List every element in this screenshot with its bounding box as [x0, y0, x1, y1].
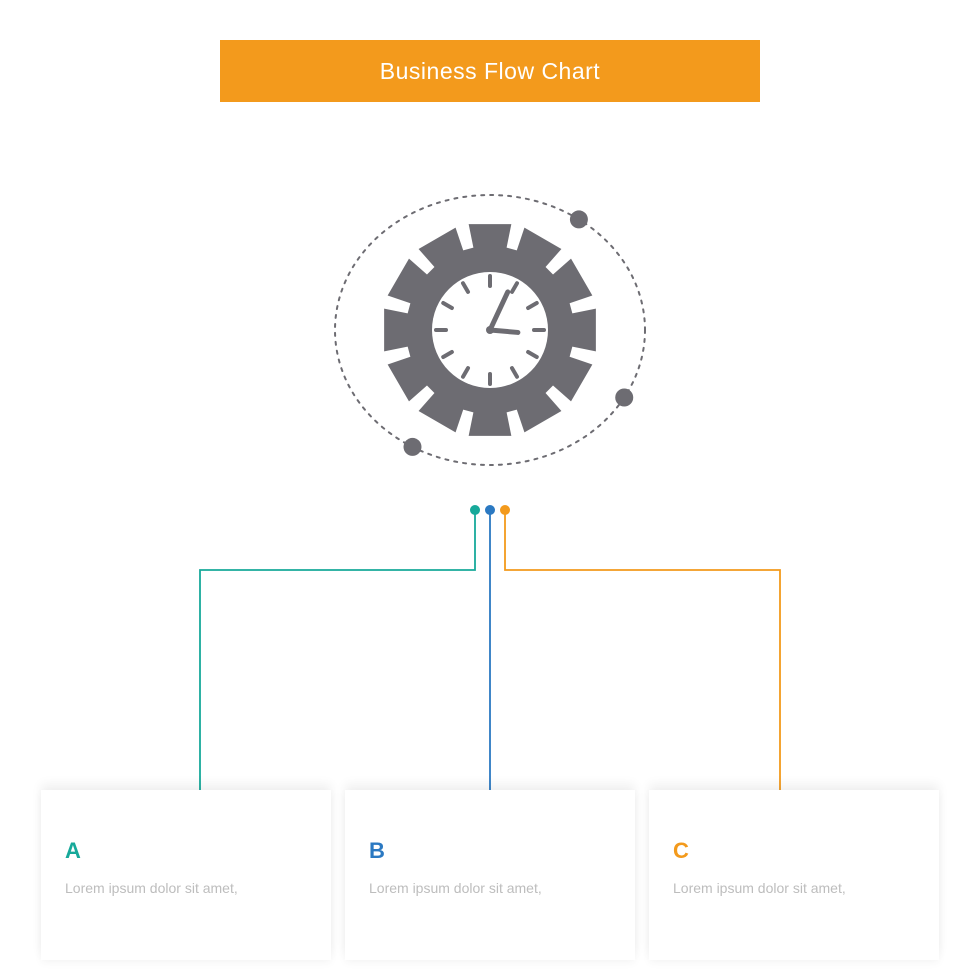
info-card: A Lorem ipsum dolor sit amet,: [41, 790, 331, 960]
card-body-text: Lorem ipsum dolor sit amet,: [673, 878, 915, 898]
info-card: B Lorem ipsum dolor sit amet,: [345, 790, 635, 960]
gear-clock-orbit-icon: [320, 160, 660, 500]
card-body-text: Lorem ipsum dolor sit amet,: [65, 878, 307, 898]
connector-node-dot: [485, 505, 495, 515]
card-letter: A: [65, 838, 307, 864]
header-band: Business Flow Chart: [220, 40, 760, 102]
page-title: Business Flow Chart: [380, 58, 600, 85]
card-body-text: Lorem ipsum dolor sit amet,: [369, 878, 611, 898]
info-card: C Lorem ipsum dolor sit amet,: [649, 790, 939, 960]
card-letter: C: [673, 838, 915, 864]
connector-node-dot: [470, 505, 480, 515]
connector-node-dot: [500, 505, 510, 515]
card-letter: B: [369, 838, 611, 864]
cards-row: A Lorem ipsum dolor sit amet, B Lorem ipsum…: [41, 790, 939, 960]
